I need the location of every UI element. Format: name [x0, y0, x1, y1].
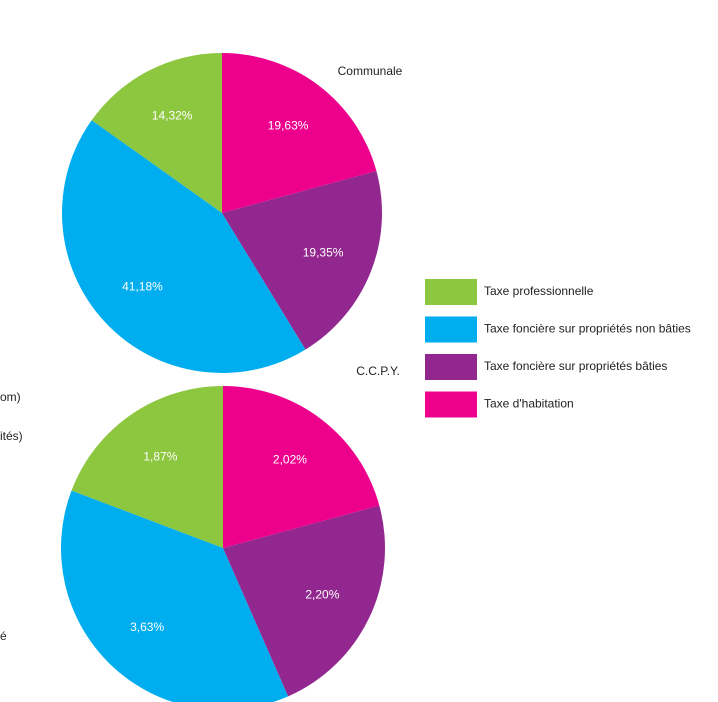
legend-swatch [425, 279, 477, 305]
pie-slice [223, 505, 385, 697]
slice-label: 14,32% [152, 108, 193, 122]
pie-slice [91, 53, 222, 213]
legend-label: Taxe professionnelle [484, 284, 594, 298]
slice-label: 19,63% [268, 119, 309, 133]
slice-label: 19,35% [303, 245, 344, 259]
legend-label: Taxe foncière sur propriétés non bâties [484, 322, 691, 336]
slice-label: 2,02% [273, 453, 307, 467]
legend-label: Taxe foncière sur propriétés bâties [484, 359, 667, 373]
pie-title: Communale [338, 64, 403, 78]
slice-label: 2,20% [305, 588, 339, 602]
slice-label: 1,87% [143, 450, 177, 464]
slice-label: 3,63% [130, 620, 164, 634]
pie-slice [62, 120, 306, 373]
pie-slice [222, 171, 382, 350]
cut-text: om) [0, 390, 21, 404]
legend-swatch [425, 354, 477, 380]
pie-slice [71, 386, 223, 548]
pie-title: C.C.P.Y. [356, 364, 400, 378]
cut-text: ités) [0, 429, 23, 443]
pie-slice [223, 386, 380, 548]
cut-text: é [0, 629, 7, 643]
legend-swatch [425, 316, 477, 343]
legend-swatch [425, 391, 477, 418]
pie-slice [222, 52, 377, 214]
legend-label: Taxe d'habitation [484, 397, 574, 411]
slice-label: 41,18% [122, 279, 163, 293]
pie-slice [61, 490, 289, 702]
